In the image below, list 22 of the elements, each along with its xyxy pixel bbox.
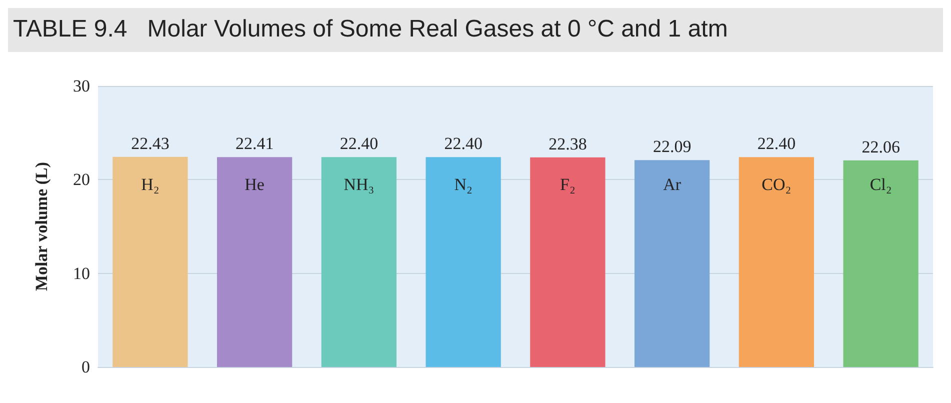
x-tick-label: N₂ — [454, 174, 472, 194]
data-label: 22.40 — [340, 134, 378, 154]
chart-title: TABLE 9.4 Molar Volumes of Some Real Gases at 0 °C and 1 atm — [13, 16, 728, 42]
y-tick-label: 20 — [73, 170, 90, 190]
x-tick-label: NH₃ — [344, 174, 374, 194]
data-label: 22.38 — [548, 134, 587, 154]
x-tick-label: H₂ — [141, 174, 160, 194]
x-tick-label: CO₂ — [762, 174, 792, 194]
x-tick-label: F₂ — [560, 174, 576, 194]
x-tick-label: He — [244, 174, 264, 194]
y-tick-label: 30 — [73, 76, 90, 96]
data-label: 22.09 — [652, 137, 692, 156]
x-tick-label: Cl₂ — [870, 174, 892, 194]
y-tick-label: 0 — [82, 358, 90, 376]
x-tick-label: Ar — [663, 174, 682, 194]
data-label: 22.40 — [757, 134, 796, 154]
data-label: 22.06 — [862, 137, 900, 156]
data-label: 22.40 — [444, 134, 482, 154]
data-label: 22.41 — [235, 134, 274, 154]
y-tick-label: 10 — [73, 264, 90, 283]
data-label: 22.43 — [131, 134, 170, 153]
y-axis-title: Molar volume (L) — [32, 162, 51, 292]
